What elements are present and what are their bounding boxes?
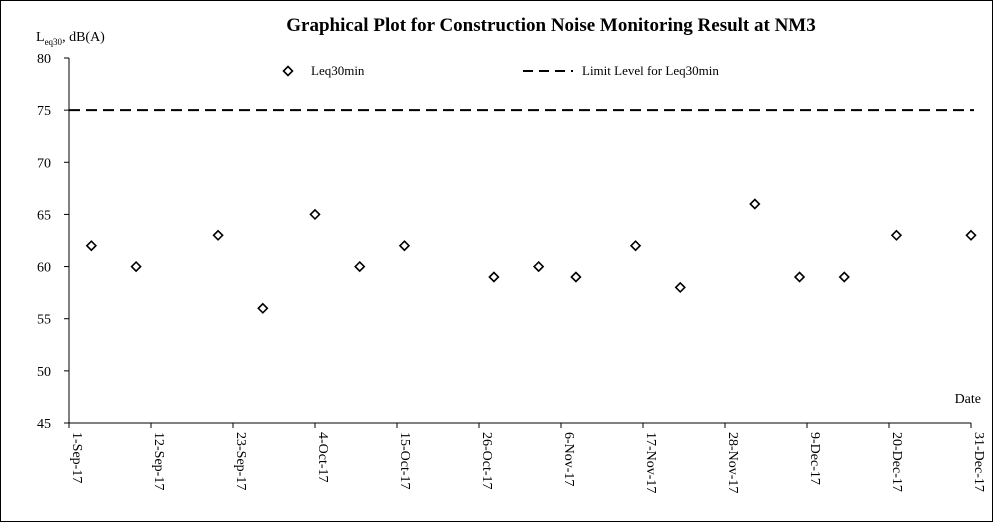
y-tick-label: 55 <box>37 313 51 328</box>
x-tick-label: 9-Dec-17 <box>807 432 822 485</box>
data-point-diamond <box>533 260 545 273</box>
x-tick-label: 26-Oct-17 <box>479 432 494 490</box>
x-tick-label: 12-Sep-17 <box>151 432 166 490</box>
data-point-diamond <box>890 229 903 241</box>
x-tick-label: 6-Nov-17 <box>561 432 576 486</box>
y-axis-label-rest: , dB(A) <box>62 30 105 45</box>
y-axis-label: Leq30, dB(A) <box>36 30 105 47</box>
legend-label-limit-level: Limit Level for Leq30min <box>582 63 719 78</box>
x-tick-label: 23-Sep-17 <box>233 432 248 490</box>
data-point-diamond <box>257 302 269 314</box>
x-tick-label: 17-Nov-17 <box>643 432 658 493</box>
legend: Leq30min Limit Level for Leq30min <box>282 63 719 78</box>
data-point-diamond <box>965 229 977 241</box>
y-tick-label: 70 <box>37 156 51 171</box>
y-tick-label: 45 <box>37 417 51 432</box>
data-point-diamond <box>838 271 850 283</box>
data-point-diamond <box>488 271 500 283</box>
x-tick-label: 15-Oct-17 <box>397 432 412 490</box>
data-points <box>85 198 977 314</box>
data-point-diamond <box>570 271 582 283</box>
y-tick-label: 80 <box>37 52 51 67</box>
y-tick-label: 75 <box>37 104 51 119</box>
axes: 45 50 55 60 65 70 75 80 1-Sep-17 12-Sep-17 23-Sep-… <box>37 52 986 493</box>
data-point-diamond <box>212 229 224 241</box>
legend-label-leq30min: Leq30min <box>311 63 365 78</box>
data-point-diamond <box>793 271 806 283</box>
data-point-diamond <box>85 240 97 252</box>
x-tick-label: 1-Sep-17 <box>69 432 84 483</box>
data-point-diamond <box>674 281 686 294</box>
x-tick-label: 28-Nov-17 <box>725 432 740 493</box>
data-point-diamond <box>354 260 366 273</box>
x-tick-label: 20-Dec-17 <box>889 432 904 492</box>
data-point-diamond <box>130 260 142 273</box>
data-point-diamond <box>309 208 321 221</box>
data-point-diamond <box>629 240 642 252</box>
y-axis-label-subscript: eq30 <box>45 37 63 47</box>
y-axis-label-main: L <box>36 30 45 45</box>
y-tick-label: 65 <box>37 208 51 223</box>
x-axis-label: Date <box>955 392 981 407</box>
y-tick-label: 60 <box>37 261 51 276</box>
legend-diamond-icon <box>282 65 294 77</box>
x-tick-label: 4-Oct-17 <box>315 432 330 483</box>
chart-title: Graphical Plot for Construction Noise Mo… <box>286 15 816 36</box>
data-point-diamond <box>398 240 411 252</box>
x-tick-label: 31-Dec-17 <box>971 432 986 492</box>
legend-diamond-shape <box>282 65 294 77</box>
data-point-diamond <box>749 198 761 210</box>
y-tick-label: 50 <box>37 365 51 380</box>
